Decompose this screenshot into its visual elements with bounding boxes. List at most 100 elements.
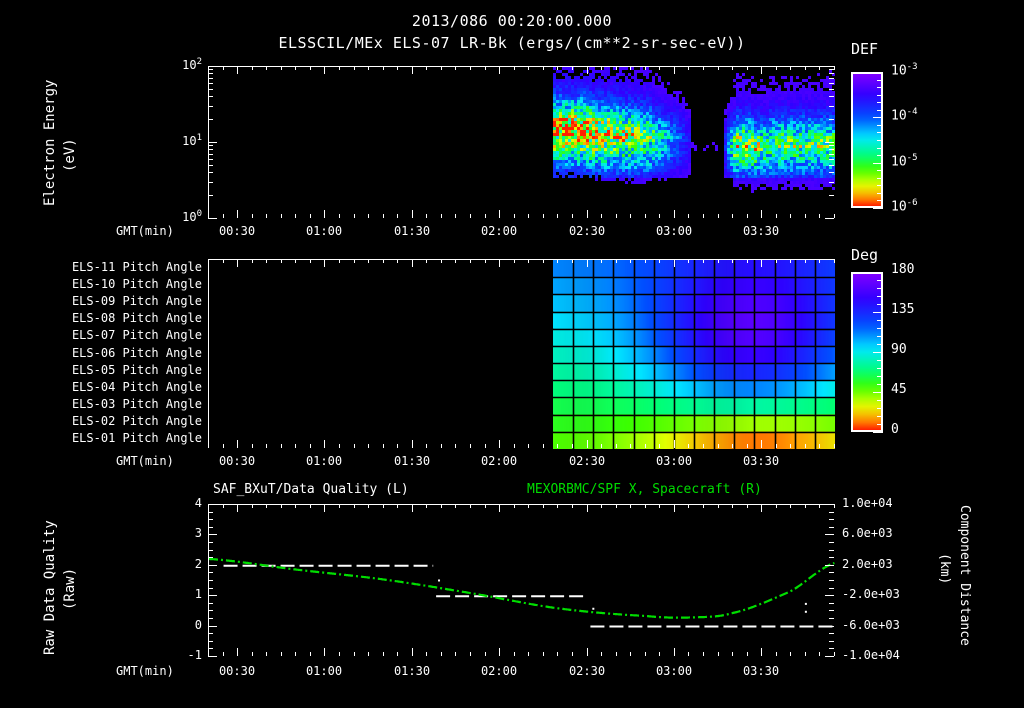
- x-tick: [354, 66, 355, 71]
- x-tick: [834, 259, 835, 264]
- x-tick: [805, 66, 806, 71]
- raw-quality-axis-label-line1: Raw Data Quality: [42, 520, 58, 655]
- x-tick: [688, 651, 689, 656]
- x-tick: [441, 651, 442, 656]
- x-tick: [324, 259, 325, 267]
- y-tick-left: [208, 557, 213, 558]
- x-tick: [674, 648, 675, 656]
- x-tick: [514, 259, 515, 264]
- x-tick: [455, 259, 456, 264]
- y-tick-right: [829, 618, 834, 619]
- y-tick-left: [208, 626, 217, 627]
- x-tick: [339, 443, 340, 448]
- x-tick: [819, 259, 820, 264]
- def-colorbar-label: 10-5: [891, 152, 918, 169]
- x-tick: [674, 210, 675, 218]
- x-tick: [601, 213, 602, 218]
- pitch-row-label: ELS-03 Pitch Angle: [71, 397, 202, 412]
- def-colorbar-tick: [877, 95, 883, 96]
- y-tick: [208, 145, 213, 146]
- x-tick: [339, 259, 340, 264]
- x-tick: [441, 66, 442, 71]
- x-tick: [412, 66, 413, 74]
- x-tick: [252, 213, 253, 218]
- x-tick: [659, 504, 660, 509]
- x-tick: [208, 66, 209, 71]
- x-tick: [557, 66, 558, 71]
- y-tick: [825, 142, 834, 143]
- x-tick: [295, 651, 296, 656]
- x-tick: [426, 443, 427, 448]
- x-tick-label: 02:00: [480, 224, 518, 238]
- x-tick-label: 01:30: [393, 224, 431, 238]
- x-tick: [645, 259, 646, 264]
- deg-colorbar-tick: [873, 352, 883, 353]
- x-tick: [354, 259, 355, 264]
- deg-colorbar-tick: [877, 280, 883, 281]
- def-colorbar-tick: [877, 200, 883, 201]
- y-tick: [208, 69, 213, 70]
- x-tick: [441, 443, 442, 448]
- x-tick: [383, 213, 384, 218]
- x-tick: [223, 259, 224, 264]
- x-tick: [237, 210, 238, 218]
- x-tick-label: 01:30: [393, 454, 431, 468]
- x-tick: [747, 651, 748, 656]
- x-tick: [528, 504, 529, 509]
- deg-colorbar-tick: [877, 344, 883, 345]
- y-tick: [208, 195, 213, 196]
- x-tick: [776, 213, 777, 218]
- x-tick: [732, 443, 733, 448]
- x-tick: [776, 504, 777, 509]
- x-tick: [630, 259, 631, 264]
- x-tick: [790, 259, 791, 264]
- x-tick: [645, 66, 646, 71]
- x-tick: [412, 440, 413, 448]
- x-tick: [528, 651, 529, 656]
- y-tick: [829, 89, 834, 90]
- x-tick: [834, 213, 835, 218]
- x-tick: [587, 259, 588, 267]
- x-tick: [718, 259, 719, 264]
- x-tick: [805, 504, 806, 509]
- x-tick: [834, 66, 835, 71]
- x-tick: [499, 66, 500, 74]
- x-tick: [266, 213, 267, 218]
- x-tick: [514, 443, 515, 448]
- x-tick: [252, 651, 253, 656]
- deg-colorbar-tick: [877, 296, 883, 297]
- x-tick: [237, 648, 238, 656]
- x-tick: [688, 443, 689, 448]
- x-tick: [805, 213, 806, 218]
- raw-quality-axis-label-line2: (Raw): [62, 567, 78, 610]
- y-tick: [829, 69, 834, 70]
- x-tick: [805, 443, 806, 448]
- x-tick: [485, 259, 486, 264]
- def-colorbar-label: 10-6: [891, 198, 918, 215]
- y-tick: [208, 83, 213, 84]
- x-tick-label: 00:30: [218, 454, 256, 468]
- def-colorbar-tick: [877, 80, 883, 81]
- x-tick: [339, 66, 340, 71]
- y-tick-left: [208, 633, 213, 634]
- y-tick-left: [208, 550, 213, 551]
- x-tick: [426, 213, 427, 218]
- def-colorbar-tick: [877, 102, 883, 103]
- y-tick-label-left: 3: [194, 526, 202, 540]
- y-tick-label-right: -2.0e+03: [842, 587, 900, 601]
- deg-colorbar-tick: [877, 368, 883, 369]
- y-tick-right: [829, 588, 834, 589]
- x-tick: [237, 504, 238, 512]
- bottom-gmt-label: GMT(min): [116, 664, 174, 678]
- x-tick: [455, 213, 456, 218]
- x-tick: [557, 443, 558, 448]
- y-tick: [829, 149, 834, 150]
- y-tick-right: [825, 504, 834, 505]
- y-tick: [208, 159, 213, 160]
- y-tick-label-right: 6.0e+03: [842, 526, 893, 540]
- x-tick: [630, 213, 631, 218]
- deg-colorbar-tick: [877, 416, 883, 417]
- x-tick: [718, 651, 719, 656]
- x-tick: [776, 443, 777, 448]
